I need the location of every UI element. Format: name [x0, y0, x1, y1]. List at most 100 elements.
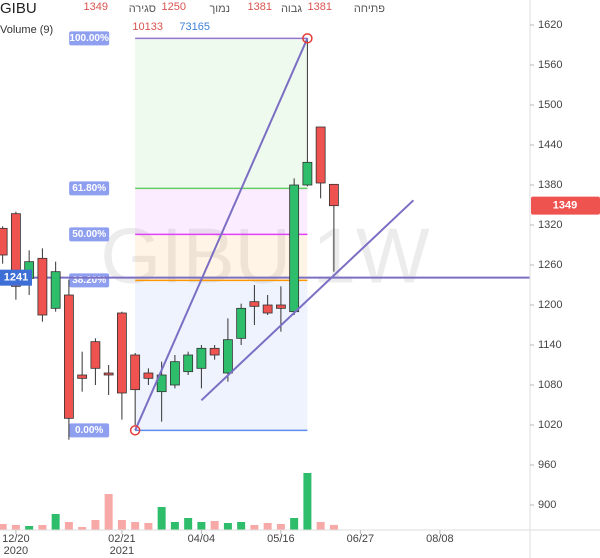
- y-tick-label: 1080: [538, 379, 562, 391]
- x-tick-label: 12/20: [2, 533, 30, 545]
- candle-body: [328, 183, 339, 207]
- volume-bar: [38, 525, 47, 530]
- trendline: [134, 37, 309, 431]
- volume-bar: [250, 525, 259, 530]
- x-tick-sublabel: 2021: [110, 545, 134, 557]
- candle-body: [302, 161, 313, 186]
- candle-body: [196, 347, 207, 369]
- candle-body: [117, 312, 127, 394]
- y-tick-label: 960: [538, 459, 556, 471]
- volume-bar: [0, 524, 7, 530]
- volume-bar: [91, 520, 100, 530]
- candle-body: [289, 184, 300, 313]
- header-label: נמוך: [209, 3, 230, 15]
- volume-bar: [316, 522, 325, 530]
- volume-bar: [170, 522, 179, 530]
- header-value: 1381: [248, 1, 272, 13]
- candle-body: [37, 257, 48, 316]
- x-tick-label: 02/21: [108, 533, 136, 545]
- candle-body: [10, 213, 21, 287]
- fib-band: [135, 38, 308, 189]
- volume-bar: [263, 523, 272, 530]
- volume-bar: [78, 527, 87, 530]
- y-tick-label: 1200: [538, 299, 562, 311]
- y-tick-label: 1140: [538, 339, 562, 351]
- candle-body: [315, 126, 326, 184]
- volume-bar: [104, 494, 113, 530]
- indicator: Volume (9): [0, 24, 53, 36]
- watermark: GIBU 1W: [100, 212, 430, 300]
- plot-area: [0, 0, 530, 530]
- volume-ma-value: 73165: [179, 21, 210, 33]
- volume-bar: [51, 514, 60, 530]
- header-label: גבוה: [281, 3, 302, 15]
- volume-bar: [11, 525, 20, 530]
- candle-body: [64, 294, 74, 419]
- volume-bar: [276, 524, 285, 530]
- fib-label-box: [69, 181, 110, 196]
- fib-label: 50.00%: [72, 229, 106, 240]
- header-label: פתיחה: [354, 3, 385, 15]
- candle-body: [103, 372, 114, 376]
- y-tick-label: 1260: [538, 259, 562, 271]
- fib-band: [135, 188, 308, 235]
- volume-bar: [64, 522, 73, 530]
- last-price-box: [531, 196, 600, 215]
- candle-body: [130, 354, 141, 391]
- candle-body: [222, 339, 233, 374]
- candle-body: [209, 347, 220, 356]
- candle-body: [169, 361, 180, 386]
- fib-label-box: [69, 31, 110, 46]
- volume-bar: [303, 473, 312, 530]
- fib-label-box: [69, 227, 110, 242]
- x-tick-label: 05/16: [267, 533, 295, 545]
- hline-label-box: [0, 269, 32, 286]
- y-tick-label: 1320: [538, 219, 562, 231]
- y-tick-label: 1440: [538, 139, 562, 151]
- fib-label-box: [69, 423, 110, 438]
- header-value: 1250: [162, 1, 186, 13]
- volume-value: 10133: [132, 21, 163, 33]
- x-tick-sublabel: 2020: [4, 545, 28, 557]
- volume-bar: [237, 522, 246, 530]
- header-value: 1381: [308, 1, 332, 13]
- volume-bar: [197, 522, 206, 530]
- fib-label: 61.80%: [72, 183, 106, 194]
- x-tick-label: 08/08: [426, 533, 454, 545]
- volume-bar: [157, 507, 166, 530]
- y-tick-label: 1500: [538, 99, 562, 111]
- y-tick-label: 900: [538, 499, 556, 511]
- volume-bar: [223, 523, 232, 530]
- y-tick-label: 1620: [538, 19, 562, 31]
- candle-body: [0, 227, 8, 256]
- candle-body: [77, 374, 88, 379]
- symbol: GIBU: [0, 0, 37, 17]
- candle-body: [50, 271, 61, 309]
- y-tick-label: 1560: [538, 59, 562, 71]
- fib-label: 0.00%: [75, 425, 103, 436]
- trendline: [200, 199, 415, 402]
- volume-bar: [144, 523, 153, 530]
- candle-body: [143, 372, 154, 379]
- fib-label: 100.00%: [69, 33, 109, 44]
- fib-band: [135, 280, 308, 431]
- x-tick-label: 04/04: [188, 533, 216, 545]
- y-tick-label: 1020: [538, 419, 562, 431]
- candle-body: [249, 301, 260, 307]
- volume-bar: [25, 526, 34, 530]
- volume-bar: [131, 522, 140, 530]
- candle-body: [156, 374, 167, 393]
- trendline-anchor: [129, 425, 141, 436]
- y-tick-label: 1380: [538, 179, 562, 191]
- candle-body: [90, 341, 101, 369]
- volume-bar: [184, 518, 193, 530]
- candle-body: [275, 304, 286, 309]
- last-price-label: 1349: [553, 200, 577, 212]
- x-tick-label: 06/27: [347, 533, 375, 545]
- candle-body: [236, 307, 247, 339]
- candle-body: [183, 354, 194, 373]
- fib-label: 38.20%: [72, 275, 106, 286]
- fib-band: [135, 234, 308, 281]
- volume-bar: [210, 521, 219, 530]
